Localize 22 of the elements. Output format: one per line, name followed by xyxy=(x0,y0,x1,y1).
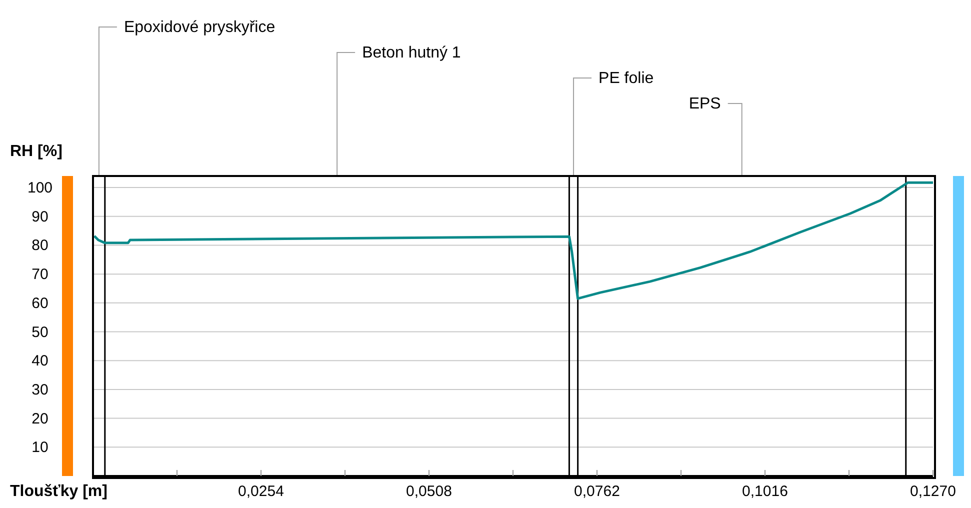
x-tick-label: 0,0762 xyxy=(574,483,620,500)
x-axis-title: Tloušťky [m] xyxy=(10,483,108,501)
text: Beton hutný 1 xyxy=(362,44,461,62)
y-tick-label: 50 xyxy=(32,324,48,341)
y-tick-label: 100 xyxy=(27,180,53,197)
y-tick-label: 90 xyxy=(32,208,48,226)
text: PE folie xyxy=(598,70,654,87)
y-tick-label: 60 xyxy=(32,294,48,312)
y-tick-label: 70 xyxy=(32,266,48,284)
text: EPS xyxy=(688,96,721,112)
line-series xyxy=(93,181,933,300)
y-tick-label: 20 xyxy=(32,410,48,428)
y-tick-label: 40 xyxy=(32,352,48,370)
y-tick-label: 30 xyxy=(32,381,48,398)
y-tick-label: 80 xyxy=(32,237,48,254)
text: Epoxidové pryskyřice xyxy=(124,19,276,36)
x-tick-label: 0,1270 xyxy=(910,483,956,500)
x-tick-label: 0,0508 xyxy=(406,483,452,500)
x-tick-label: 0,1016 xyxy=(742,483,788,500)
x-tick-label: 0,0254 xyxy=(238,483,284,500)
y-tick-label: 10 xyxy=(32,439,48,456)
y-axis-title: RH [%] xyxy=(10,143,62,161)
